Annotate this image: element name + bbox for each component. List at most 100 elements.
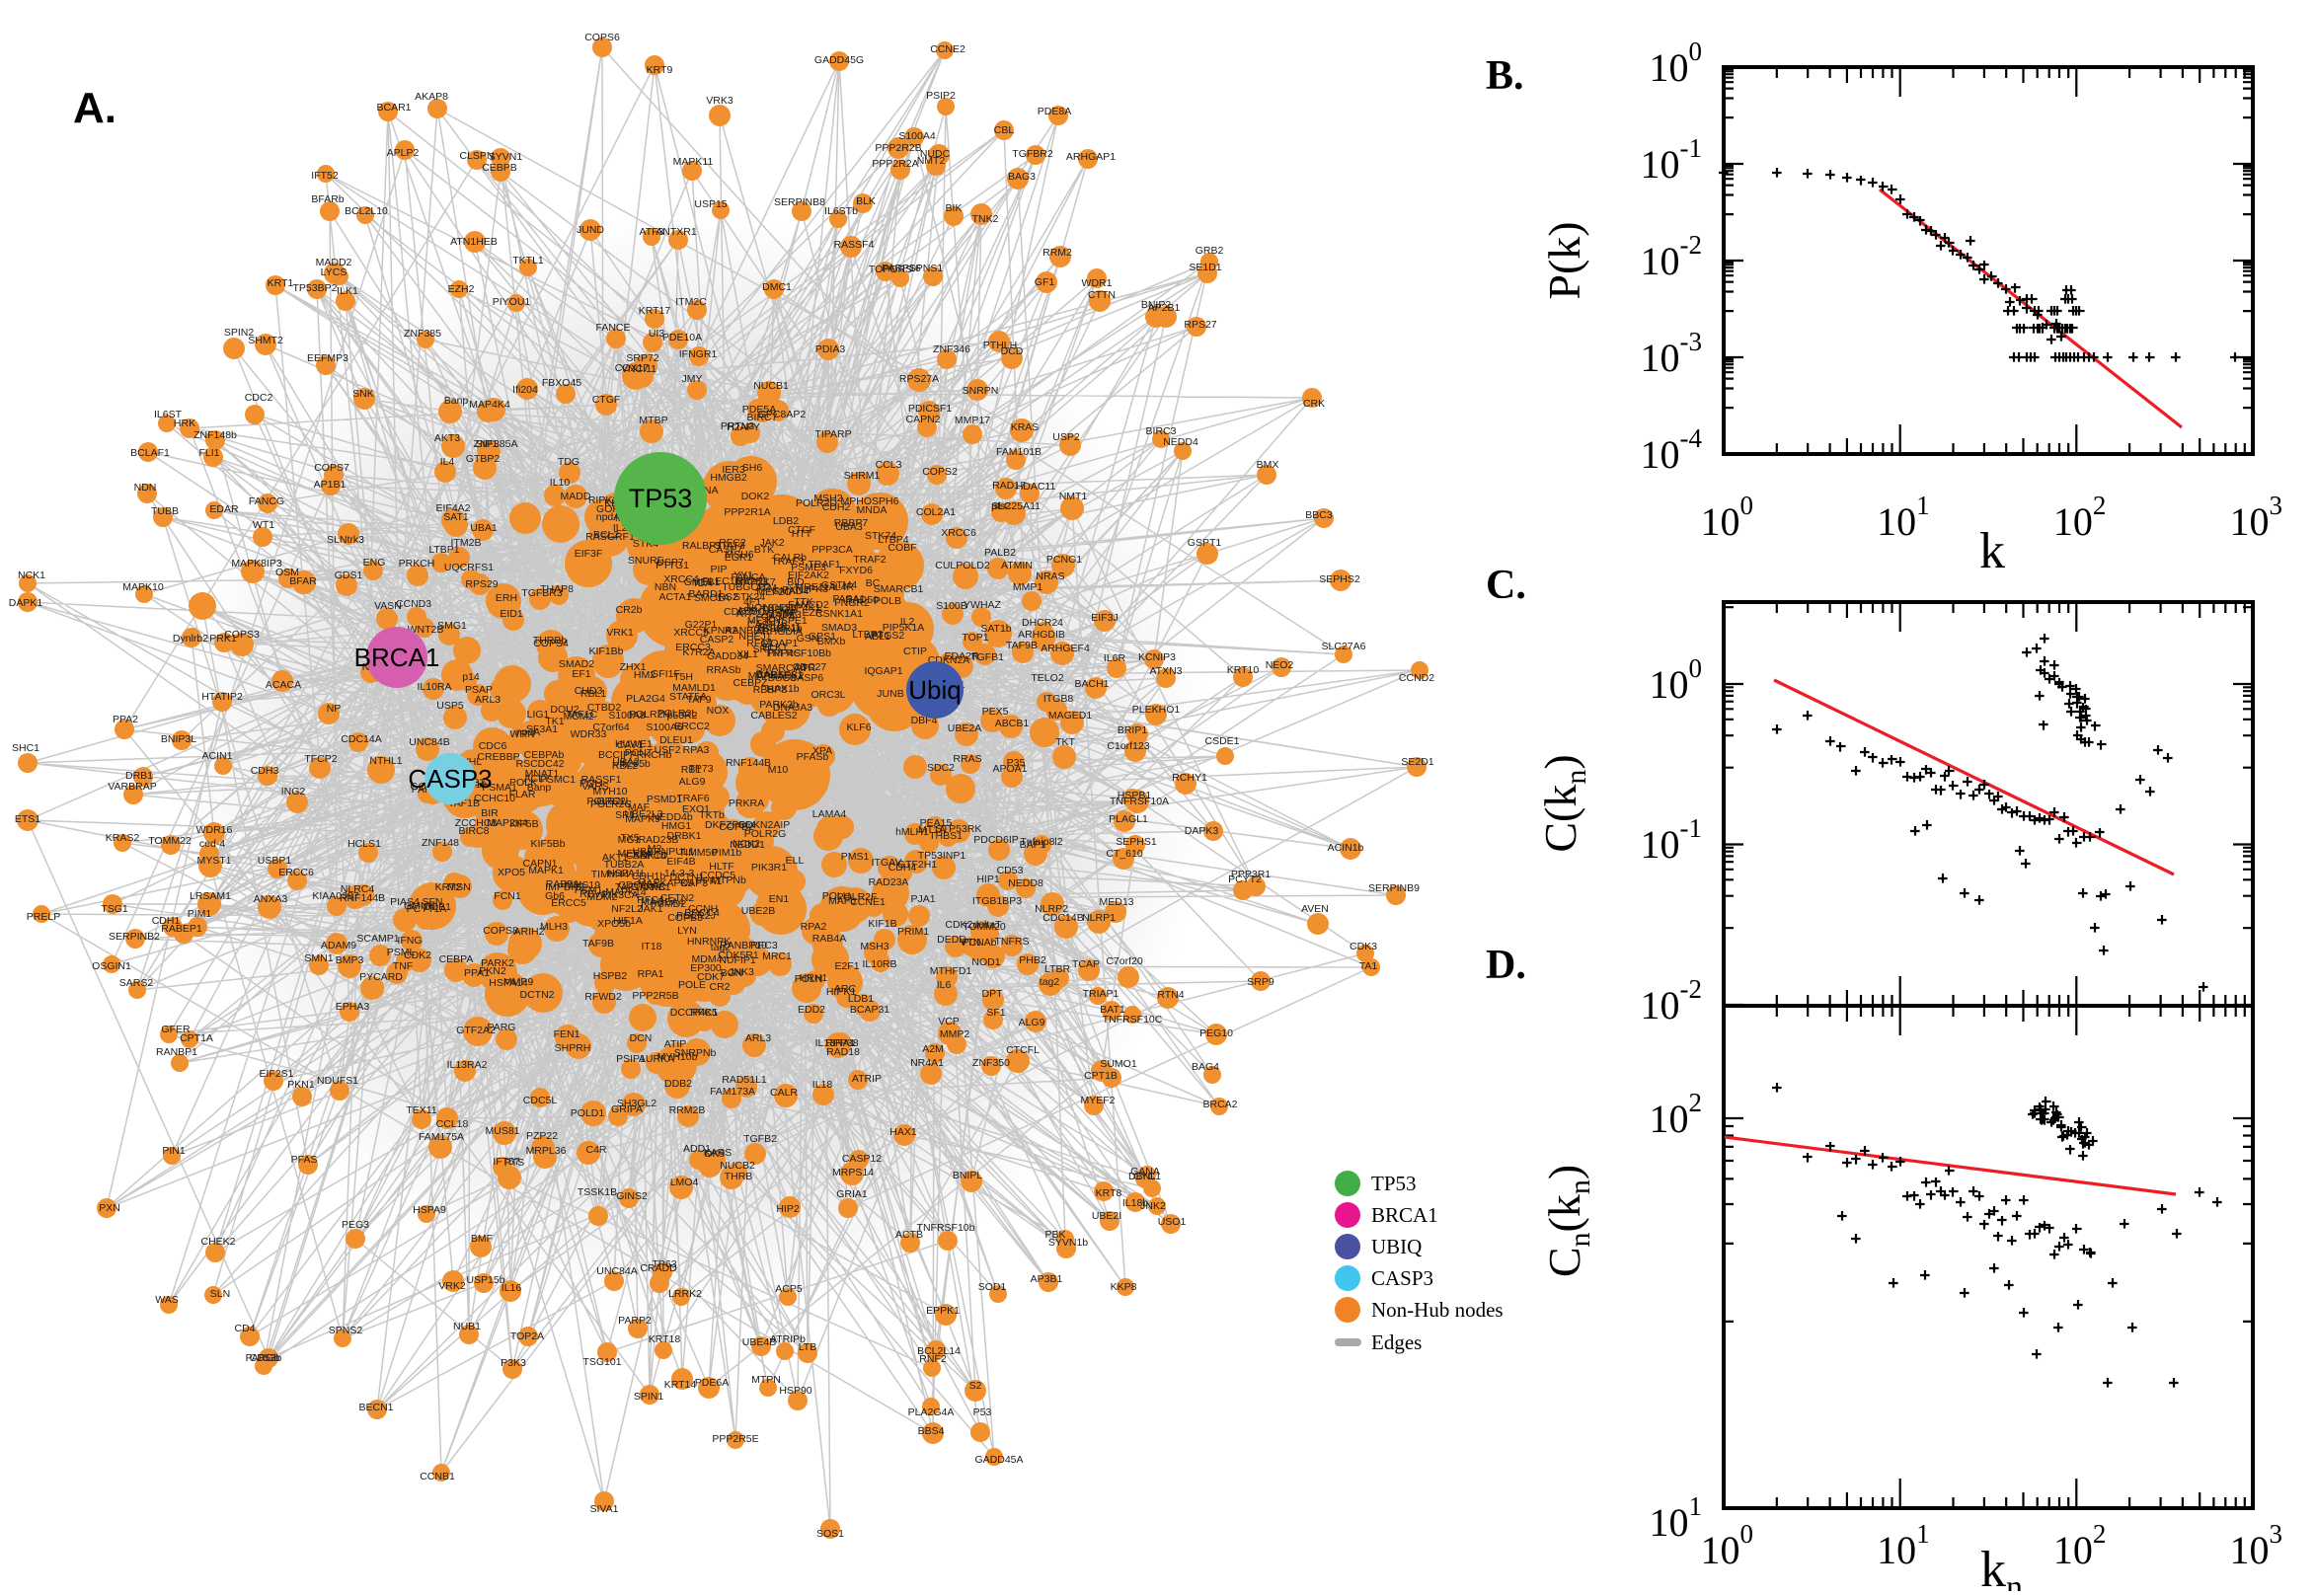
svg-text:T5H: T5H	[673, 671, 693, 683]
svg-text:DARS: DARS	[755, 669, 784, 681]
svg-text:SMG1: SMG1	[437, 620, 467, 632]
svg-text:EF1: EF1	[572, 668, 590, 680]
svg-text:COPS3: COPS3	[224, 629, 260, 641]
svg-text:JMY: JMY	[682, 373, 703, 385]
svg-text:P53: P53	[973, 1406, 992, 1418]
svg-text:MADD2: MADD2	[316, 257, 352, 268]
svg-text:BCCIP: BCCIP	[598, 749, 630, 761]
svg-text:UBIQ: UBIQ	[1371, 1235, 1422, 1258]
svg-text:RCHY1: RCHY1	[1172, 772, 1207, 784]
svg-text:100: 100	[1701, 491, 1754, 544]
svg-text:PSMD1: PSMD1	[647, 794, 682, 805]
svg-text:PK3: PK3	[809, 583, 828, 595]
svg-text:GSTM4: GSTM4	[821, 579, 857, 591]
svg-text:PIK3R1: PIK3R1	[751, 862, 787, 874]
svg-text:npdA: npdA	[516, 726, 541, 738]
svg-text:CEBPA: CEBPA	[439, 953, 474, 965]
svg-text:KRT2: KRT2	[435, 881, 462, 893]
svg-text:NUDC: NUDC	[920, 148, 951, 160]
svg-text:CTCFL: CTCFL	[1006, 1044, 1040, 1056]
svg-text:TAF9: TAF9	[687, 694, 712, 706]
svg-text:TAF1C: TAF1C	[566, 709, 598, 721]
svg-text:THRB: THRB	[725, 1171, 753, 1182]
svg-text:RALBP1: RALBP1	[682, 540, 722, 552]
svg-text:IL16: IL16	[502, 1282, 522, 1294]
svg-text:AVEN: AVEN	[1301, 903, 1329, 915]
svg-text:DPT: DPT	[982, 988, 1004, 1000]
svg-text:CPT1A: CPT1A	[180, 1032, 213, 1044]
svg-text:AKAP8: AKAP8	[415, 91, 448, 103]
svg-text:CAPN1: CAPN1	[522, 858, 557, 870]
svg-text:LIG1: LIG1	[527, 709, 550, 721]
svg-text:EPHA3: EPHA3	[336, 1001, 370, 1013]
svg-text:MPHOSPH6: MPHOSPH6	[841, 495, 899, 507]
svg-text:PARG: PARG	[488, 1022, 516, 1033]
svg-text:SERPINB2: SERPINB2	[109, 931, 160, 943]
svg-text:ERCC2: ERCC2	[674, 721, 710, 732]
svg-text:OAP3: OAP3	[680, 877, 708, 889]
svg-text:PASA1: PASA1	[832, 593, 865, 605]
svg-text:EIF4A2: EIF4A2	[435, 502, 470, 514]
svg-text:SH3GL2: SH3GL2	[617, 1098, 656, 1109]
svg-text:POLI: POLI	[579, 778, 603, 790]
svg-text:UNC84A: UNC84A	[596, 1265, 637, 1277]
svg-text:SMAD4: SMAD4	[773, 585, 809, 597]
svg-text:KHSPE1: KHSPE1	[766, 615, 808, 627]
svg-text:TP53: TP53	[1371, 1172, 1417, 1195]
svg-text:PIK3CA: PIK3CA	[601, 889, 638, 901]
svg-text:M2: M2	[648, 843, 662, 855]
svg-text:GFER: GFER	[161, 1024, 191, 1035]
svg-text:VTN: VTN	[961, 937, 981, 949]
svg-text:NLRC4: NLRC4	[341, 883, 375, 895]
svg-text:PPK1: PPK1	[696, 875, 723, 887]
svg-text:SEPHS2: SEPHS2	[1319, 573, 1360, 585]
svg-text:SNRPNb: SNRPNb	[674, 1047, 717, 1059]
svg-text:SP1: SP1	[615, 809, 635, 821]
svg-text:PRKCHb: PRKCHb	[630, 749, 672, 761]
svg-text:VCP: VCP	[938, 1016, 960, 1027]
svg-text:SFN: SFN	[423, 896, 443, 908]
svg-text:SPNS2: SPNS2	[329, 1325, 363, 1336]
svg-text:MMP17: MMP17	[955, 415, 990, 426]
svg-text:CD53: CD53	[997, 865, 1024, 876]
svg-text:tag2: tag2	[1040, 976, 1060, 988]
svg-text:MYH10: MYH10	[592, 786, 627, 798]
svg-text:SLNtrk3: SLNtrk3	[327, 534, 364, 546]
svg-text:10-1: 10-1	[1641, 813, 1703, 867]
svg-text:M10: M10	[768, 764, 789, 776]
svg-text:TSG1: TSG1	[101, 903, 128, 915]
svg-text:CTGF: CTGF	[592, 394, 621, 406]
svg-text:DCP4K1: DCP4K1	[781, 602, 821, 614]
svg-text:RAD23B: RAD23B	[639, 834, 679, 846]
svg-text:PDICSF1: PDICSF1	[908, 403, 953, 415]
svg-text:SMAD3: SMAD3	[821, 622, 857, 634]
svg-text:SEPHS1: SEPHS1	[1116, 836, 1157, 848]
svg-text:H2AFY: H2AFY	[727, 421, 760, 433]
svg-text:ERCC3: ERCC3	[675, 642, 711, 653]
svg-text:NDUFS1: NDUFS1	[317, 1075, 358, 1087]
svg-text:HMGB2: HMGB2	[710, 472, 747, 484]
svg-text:RAD17: RAD17	[992, 480, 1026, 492]
svg-text:PCYT1A: PCYT1A	[407, 903, 447, 915]
svg-text:ZNF148: ZNF148	[422, 837, 459, 849]
svg-text:ARIH2: ARIH2	[514, 926, 545, 938]
svg-text:BCLAF1: BCLAF1	[130, 447, 170, 459]
svg-text:RBBP8: RBBP8	[753, 684, 788, 696]
svg-text:KKP8: KKP8	[1111, 1281, 1137, 1293]
svg-text:ILK1: ILK1	[337, 285, 358, 297]
svg-text:EDA2R: EDA2R	[944, 650, 978, 662]
svg-text:NMT2: NMT2	[917, 155, 946, 167]
svg-text:GDS1: GDS1	[335, 570, 363, 581]
svg-text:SMARCB1: SMARCB1	[874, 583, 924, 595]
svg-text:REV1: REV1	[579, 888, 607, 900]
svg-text:PLEKHO1: PLEKHO1	[1132, 704, 1181, 716]
svg-text:HDAC11: HDAC11	[1016, 481, 1056, 493]
svg-text:HSPA1L: HSPA1L	[607, 868, 647, 879]
svg-text:NP: NP	[327, 703, 342, 715]
svg-text:Tnfaip8l2: Tnfaip8l2	[1020, 836, 1062, 848]
svg-text:FNGR2: FNGR2	[834, 597, 870, 609]
svg-text:JNK3: JNK3	[729, 966, 754, 978]
svg-text:BRIP1: BRIP1	[1118, 724, 1148, 736]
svg-text:CTTNB1: CTTNB1	[631, 881, 671, 893]
svg-text:NUFIP1: NUFIP1	[719, 954, 756, 966]
